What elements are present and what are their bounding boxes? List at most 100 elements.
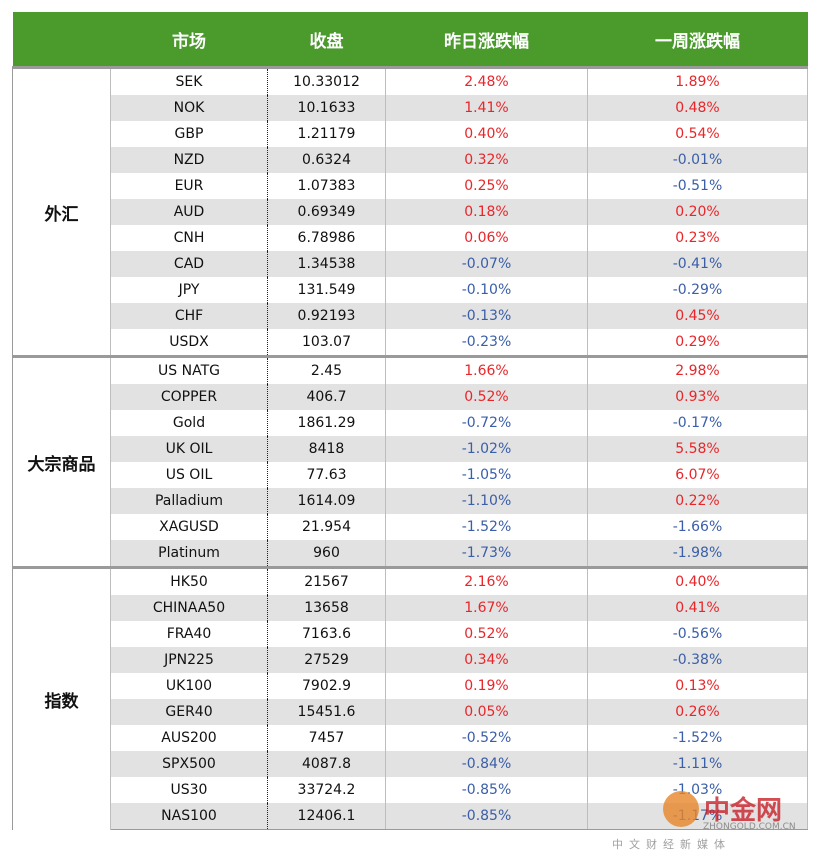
table-row: NZD 0.6324 0.32% -0.01% [13,147,808,173]
instrument: US OIL [110,462,268,488]
close-price: 8418 [267,436,386,462]
daily-change: 1.66% [385,355,588,384]
close-price: 21567 [267,566,386,595]
close-price: 7457 [267,725,386,751]
close-price: 10.33012 [267,66,386,95]
daily-change: -0.10% [385,277,588,303]
close-price: 1614.09 [267,488,386,514]
close-price: 960 [267,540,386,568]
weekly-change: 0.45% [587,303,808,329]
close-price: 6.78986 [267,225,386,251]
market-table: 市场 收盘 昨日涨跌幅 一周涨跌幅 外汇 SEK 10.33012 2.48% 1.89… [12,12,808,830]
close-price: 406.7 [267,384,386,410]
close-price: 7902.9 [267,673,386,699]
table-body: 外汇 SEK 10.33012 2.48% 1.89% NOK 10.1633 1.41% 0.… [12,66,808,830]
instrument: CNH [110,225,268,251]
table-row: NOK 10.1633 1.41% 0.48% [13,95,808,121]
table-row: COPPER 406.7 0.52% 0.93% [13,384,808,410]
close-price: 21.954 [267,514,386,540]
table-row: GER40 15451.6 0.05% 0.26% [13,699,808,725]
weekly-change: -1.66% [587,514,808,540]
instrument: COPPER [110,384,268,410]
group-label: 大宗商品 [12,355,111,568]
weekly-change: 0.23% [587,225,808,251]
instrument: Palladium [110,488,268,514]
instrument: FRA40 [110,621,268,647]
close-price: 7163.6 [267,621,386,647]
instrument: UK100 [110,673,268,699]
table-row: 外汇 SEK 10.33012 2.48% 1.89% [12,66,808,357]
watermark-logo [663,791,699,827]
daily-change: -1.02% [385,436,588,462]
table-row: Palladium 1614.09 -1.10% 0.22% [13,488,808,514]
watermark-site: ZHONGOLD.COM.CN [703,822,796,832]
daily-change: -0.23% [385,329,588,357]
close-price: 15451.6 [267,699,386,725]
table-row: XAGUSD 21.954 -1.52% -1.66% [13,514,808,540]
table-row: CAD 1.34538 -0.07% -0.41% [13,251,808,277]
weekly-change: -0.01% [587,147,808,173]
instrument: CHINAA50 [110,595,268,621]
table-row: Gold 1861.29 -0.72% -0.17% [13,410,808,436]
daily-change: -0.07% [385,251,588,277]
weekly-change: -0.56% [587,621,808,647]
daily-change: -1.10% [385,488,588,514]
daily-change: -0.52% [385,725,588,751]
table-row: JPY 131.549 -0.10% -0.29% [13,277,808,303]
daily-change: -0.72% [385,410,588,436]
instrument: NZD [110,147,268,173]
close-price: 13658 [267,595,386,621]
daily-change: 0.52% [385,384,588,410]
close-price: 1.21179 [267,121,386,147]
close-price: 4087.8 [267,751,386,777]
instrument: US30 [110,777,268,803]
daily-change: 1.41% [385,95,588,121]
table-row: US30 33724.2 -0.85% -1.03% [13,777,808,803]
table-row: 大宗商品 US NATG 2.45 1.66% 2.98% [12,355,808,568]
instrument: GBP [110,121,268,147]
close-price: 2.45 [267,355,386,384]
weekly-change: 0.29% [587,329,808,357]
instrument: AUS200 [110,725,268,751]
instrument: SPX500 [110,751,268,777]
instrument: JPY [110,277,268,303]
instrument: NAS100 [110,803,268,830]
weekly-change: 6.07% [587,462,808,488]
close-price: 77.63 [267,462,386,488]
weekly-change: 2.98% [587,355,808,384]
table-row: GBP 1.21179 0.40% 0.54% [13,121,808,147]
table-row: SPX500 4087.8 -0.84% -1.11% [13,751,808,777]
close-price: 10.1633 [267,95,386,121]
daily-change: -0.85% [385,777,588,803]
daily-change: 2.48% [385,66,588,95]
weekly-change: -0.29% [587,277,808,303]
weekly-change: -1.98% [587,540,808,568]
table-row: JPN225 27529 0.34% -0.38% [13,647,808,673]
weekly-change: 0.22% [587,488,808,514]
instrument: JPN225 [110,647,268,673]
weekly-change: -1.52% [587,725,808,751]
weekly-change: -0.17% [587,410,808,436]
daily-change: 0.19% [385,673,588,699]
weekly-change: -0.51% [587,173,808,199]
instrument: Platinum [110,540,268,568]
instrument: EUR [110,173,268,199]
header-cell: 昨日涨跌幅 [385,12,588,68]
table-row: UK100 7902.9 0.19% 0.13% [13,673,808,699]
weekly-change: -1.03% [587,777,808,803]
close-price: 0.6324 [267,147,386,173]
instrument: CHF [110,303,268,329]
instrument: AUD [110,199,268,225]
close-price: 103.07 [267,329,386,357]
daily-change: 0.52% [385,621,588,647]
daily-change: -0.84% [385,751,588,777]
weekly-change: -1.17% [587,803,808,830]
instrument: US NATG [110,355,268,384]
watermark: 中金网 ZHONGOLD.COM.CN 中文财经新媒体 [608,788,808,852]
instrument: GER40 [110,699,268,725]
table-row: UK OIL 8418 -1.02% 5.58% [13,436,808,462]
header-blank [12,12,111,68]
weekly-change: 0.20% [587,199,808,225]
